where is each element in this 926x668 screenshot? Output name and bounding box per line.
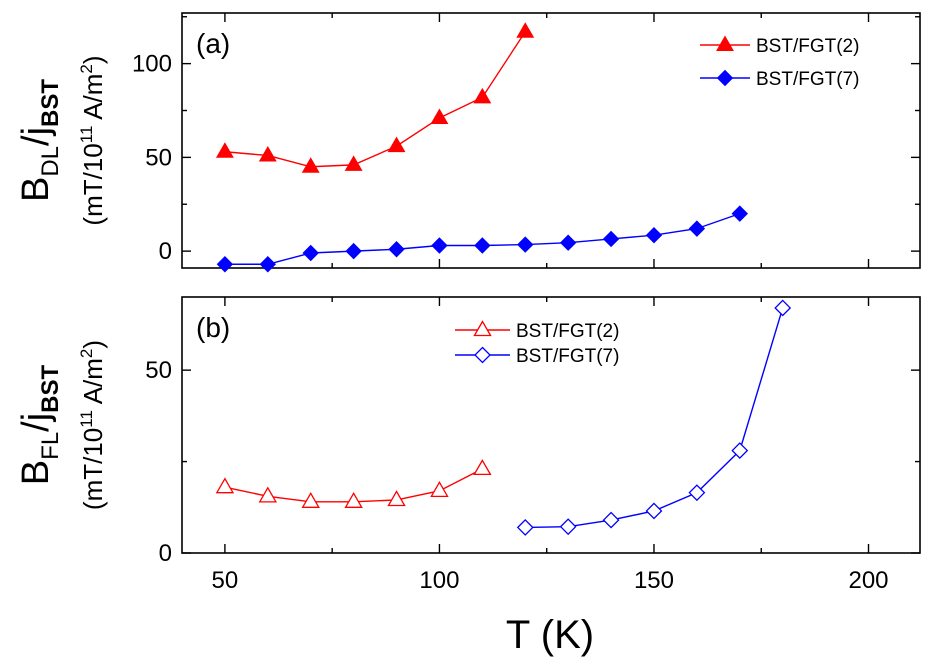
data-point [215,142,234,158]
data-point [301,491,320,508]
data-point [258,486,278,503]
y-axis-label-part: DL [37,146,64,177]
data-point [388,241,405,258]
series-bstfgt2 [215,459,492,508]
data-point [473,87,492,104]
y-axis-unit-part: (mT/10 [78,143,108,225]
y-axis-unit-part: 2 [77,349,96,358]
axes-frame [181,296,921,554]
panel-b: 0 50 (b) BFL/jBST (mT/1011 A/m2) BST/FGT(2) BS… [15,296,921,567]
legend-marker [474,346,491,364]
y-axis-unit-label: (mT/1011 A/m2) [77,340,108,510]
y-tick-label: 100 [132,51,172,78]
x-tick-label: 100 [419,567,459,594]
y-axis-unit-part: (mT/10 [78,428,108,510]
legend-entry: BST/FGT(7) [700,69,859,90]
data-point [215,477,235,494]
data-point [688,220,706,237]
data-point [345,242,362,260]
y-axis-label-part: FL [37,432,64,460]
axes-frame [181,12,921,269]
data-point [344,155,363,171]
data-point [774,299,792,317]
x-tick-label: 150 [634,567,674,594]
data-point [430,108,449,125]
data-point [301,157,320,173]
legend-marker [716,35,734,52]
y-axis-unit-part: 2 [77,64,96,73]
x-axis-label: T (K) [506,613,594,657]
data-point [731,442,749,460]
y-axis-unit-part: 11 [77,410,96,428]
y-axis-unit-part: ) [78,340,108,349]
data-point [516,518,534,536]
data-point [559,518,577,536]
y-axis-unit-part: A/m [78,358,108,410]
legend-entry: BST/FGT(7) [455,346,619,367]
legend-entry: BST/FGT(2) [700,35,859,57]
y-axis-unit-part: 11 [77,126,96,144]
series-bstfgt7 [516,299,792,536]
panel-label: (b) [196,312,230,343]
y-tick-label: 50 [145,144,172,171]
series-bstfgt7 [216,205,748,273]
y-axis-label: BFL/jBST [15,364,64,485]
data-point [302,244,319,262]
x-tick-label: 200 [848,567,888,594]
data-point [474,237,491,254]
panel-label: (a) [196,28,230,59]
legend-label: BST/FGT(2) [516,321,619,342]
legend-marker [473,320,492,337]
y-axis-label-part: BST [37,364,64,412]
y-axis-unit-part: ) [78,55,108,64]
y-axis-unit-part: A/m [78,74,108,126]
panel-a: 0 50 100 (a) BDL/jBST (mT/1011 A/m2) BST/FGT(2… [15,12,921,273]
y-tick-label: 0 [159,540,172,567]
data-point [645,502,663,520]
y-tick-label: 0 [159,238,172,265]
data-point [602,511,620,529]
data-point [688,484,706,502]
data-point [645,226,663,244]
data-point [559,234,577,251]
data-point [731,205,748,222]
y-tick-label: 50 [145,357,172,384]
y-axis-label-part: B [15,460,57,485]
y-axis-label-part: B [15,177,57,202]
y-axis-label-part: /j [15,127,57,146]
y-axis-label: BDL/jBST [15,79,64,202]
data-point [387,490,406,507]
y-axis-unit-label: (mT/1011 A/m2) [77,55,108,225]
data-point [258,145,277,162]
data-point [431,237,448,254]
data-point [387,136,406,153]
legend-label: BST/FGT(7) [756,69,859,90]
data-point [473,459,492,476]
legend-entry: BST/FGT(2) [455,320,619,342]
data-point [344,491,363,508]
legend-label: BST/FGT(7) [516,346,619,367]
y-axis-label-part: BST [37,79,64,127]
data-point [602,230,620,248]
x-tick-label: 50 [212,567,239,594]
legend-marker [716,69,734,87]
y-axis-label-part: /j [15,413,57,432]
data-point [516,22,535,38]
data-point [517,236,534,253]
data-point [216,256,234,273]
series-bstfgt2 [215,22,535,173]
legend-label: BST/FGT(2) [756,36,859,57]
data-point [259,256,277,273]
data-point [430,481,449,498]
